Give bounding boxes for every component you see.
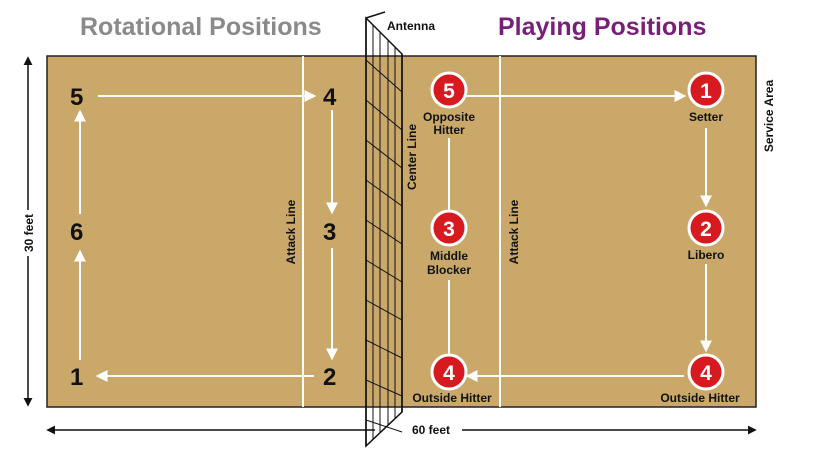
opposite-hitter-label-line2: Hitter <box>433 123 465 137</box>
service-area-label: Service Area <box>762 80 776 153</box>
rotational-position-5: 5 <box>70 84 83 111</box>
playing-position-5-number: 5 <box>443 80 455 103</box>
playing-position-4-left: 4 Outside Hitter <box>412 353 492 405</box>
playing-position-5: 5 Opposite Hitter <box>423 71 475 137</box>
setter-label: Setter <box>689 110 723 124</box>
center-line-label: Center Line <box>405 124 419 190</box>
rotational-position-6: 6 <box>70 219 83 246</box>
rotational-position-1: 1 <box>70 364 83 391</box>
attack-line-right-label: Attack Line <box>507 199 521 264</box>
width-dimension-label: 30 feet <box>22 214 36 252</box>
libero-label: Libero <box>688 248 725 262</box>
playing-position-4-right: 4 Outside Hitter <box>660 353 740 405</box>
playing-position-4-left-number: 4 <box>443 362 455 385</box>
attack-line-left-label: Attack Line <box>284 199 298 264</box>
middle-blocker-label-line2: Blocker <box>427 263 471 277</box>
playing-position-2-number: 2 <box>700 218 712 241</box>
rotational-position-3: 3 <box>323 219 336 246</box>
playing-position-1-number: 1 <box>700 80 712 103</box>
playing-positions-title: Playing Positions <box>498 13 706 41</box>
opposite-hitter-label-line1: Opposite <box>423 110 475 124</box>
playing-position-1: 1 Setter <box>687 71 725 124</box>
net <box>365 11 403 448</box>
playing-position-3: 3 Middle Blocker <box>427 209 471 277</box>
rotational-position-4: 4 <box>323 84 337 111</box>
playing-position-4-right-number: 4 <box>700 362 712 385</box>
outside-hitter-left-label: Outside Hitter <box>412 391 492 405</box>
rotational-positions-title: Rotational Positions <box>80 13 322 41</box>
antenna-label: Antenna <box>387 19 435 33</box>
playing-position-2: 2 Libero <box>687 209 725 262</box>
rotational-position-2: 2 <box>323 364 336 391</box>
outside-hitter-right-label: Outside Hitter <box>660 391 740 405</box>
length-dimension-label: 60 feet <box>412 423 450 437</box>
playing-position-3-number: 3 <box>443 218 455 241</box>
middle-blocker-label-line1: Middle <box>430 249 468 263</box>
